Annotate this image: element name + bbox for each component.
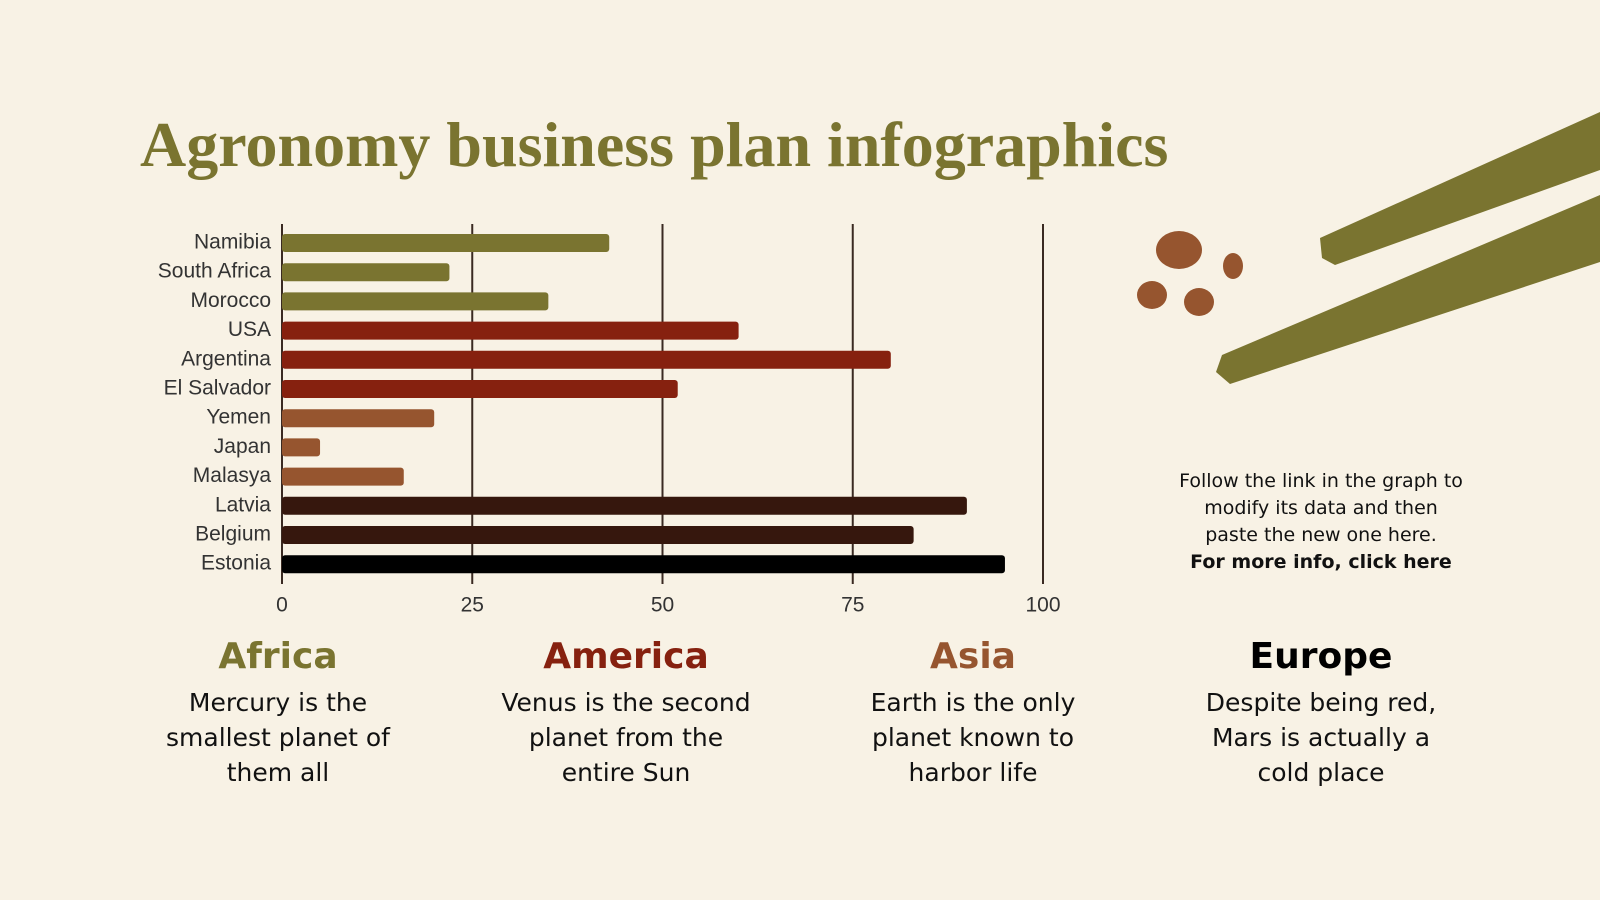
bar (282, 409, 435, 428)
region-title: Europe (1249, 636, 1393, 677)
bar (282, 467, 404, 486)
y-tick-label: Morocco (190, 289, 271, 312)
note: Follow the link in the graph to modify i… (1176, 468, 1466, 576)
region-text: Venus is the second planet from the enti… (501, 688, 751, 787)
bar (282, 263, 450, 282)
bar (282, 438, 321, 457)
x-tick-label: 25 (461, 594, 484, 617)
y-tick-label: El Salvador (164, 377, 271, 400)
region: Europe Despite being red, Mars is actuall… (1171, 636, 1471, 790)
y-tick-label: Argentina (181, 347, 271, 370)
x-tick-label: 50 (651, 594, 674, 617)
y-tick-label: Namibia (194, 231, 271, 254)
region-text: Earth is the only planet known to harbor… (870, 688, 1076, 787)
y-tick-label: Belgium (195, 523, 271, 546)
bar (282, 555, 1005, 574)
region: Africa Mercury is the smallest planet of … (128, 636, 428, 790)
y-tick-label: USA (228, 318, 271, 341)
region-title: Africa (218, 636, 338, 677)
y-tick-label: Malasya (193, 464, 272, 487)
bar (282, 526, 914, 544)
y-tick-label: Yemen (206, 406, 271, 429)
bar (282, 496, 967, 515)
region-text: Mercury is the smallest planet of them a… (166, 688, 390, 787)
region-title: America (543, 636, 709, 677)
x-tick-label: 0 (276, 594, 288, 617)
region-title: Asia (930, 636, 1016, 677)
x-tick-label: 100 (1025, 594, 1060, 617)
y-tick-label: Estonia (201, 552, 271, 575)
x-tick-label: 75 (841, 594, 864, 617)
bar (282, 321, 739, 340)
region: Asia Earth is the only planet known to ha… (823, 636, 1123, 790)
y-tick-label: South Africa (158, 260, 272, 283)
slide-title: Agronomy business plan infographics (140, 109, 1169, 180)
link[interactable]: For more info, click here (1190, 551, 1452, 573)
decoration (1137, 112, 1600, 384)
y-tick-label: Latvia (215, 493, 271, 516)
y-tick-label: Japan (214, 435, 271, 458)
note-text: Follow the link in the graph to modify i… (1179, 470, 1463, 546)
bar (282, 292, 549, 311)
bar (282, 350, 891, 369)
bar (282, 234, 610, 252)
bar (282, 380, 678, 398)
region: America Venus is the second planet from t… (476, 636, 776, 790)
region-text: Despite being red, Mars is actually a co… (1205, 688, 1437, 787)
